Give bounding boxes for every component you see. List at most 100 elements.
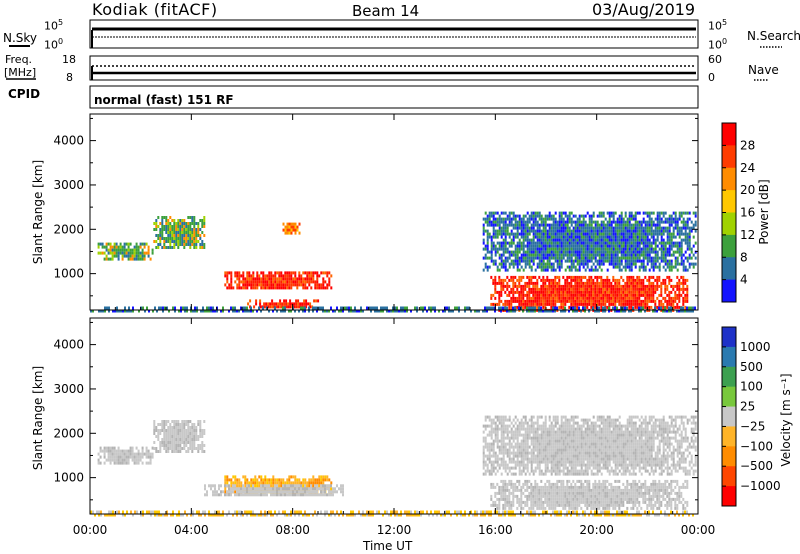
data-cell [232, 286, 235, 290]
data-cell [322, 487, 324, 491]
data-cell [546, 275, 549, 279]
data-cell [526, 290, 529, 294]
data-cell [598, 309, 600, 313]
data-cell [175, 450, 178, 453]
data-cell [179, 222, 182, 225]
data-cell [602, 259, 605, 263]
data-cell [630, 305, 633, 309]
data-cell [598, 229, 601, 233]
data-cell [516, 268, 519, 272]
data-cell [664, 299, 667, 303]
data-cell [584, 485, 587, 489]
data-cell [181, 441, 184, 444]
data-cell [189, 441, 192, 444]
data-cell [105, 446, 108, 450]
data-cell [618, 229, 621, 233]
data-cell [674, 296, 677, 300]
data-cell [536, 238, 539, 242]
data-cell [530, 503, 533, 507]
data-cell [576, 232, 579, 236]
data-cell [612, 238, 615, 242]
data-cell [181, 426, 184, 429]
data-cell [536, 241, 539, 245]
data-cell [518, 244, 521, 248]
data-cell [292, 493, 294, 497]
data-cell [552, 293, 555, 297]
data-cell [306, 271, 309, 275]
data-cell [666, 253, 669, 257]
data-cell [133, 458, 136, 462]
data-cell [626, 232, 629, 236]
data-cell [294, 283, 297, 287]
data-cell [536, 253, 539, 257]
data-cell [183, 228, 186, 231]
data-cell [526, 497, 529, 501]
data-cell [628, 275, 631, 279]
data-cell [295, 299, 298, 303]
data-cell [554, 247, 557, 251]
data-cell [161, 237, 164, 240]
data-cell [566, 229, 569, 233]
data-cell [606, 259, 609, 263]
data-cell [276, 286, 279, 290]
data-cell [540, 235, 543, 239]
data-cell [556, 306, 558, 310]
data-cell [538, 497, 541, 501]
data-cell [128, 309, 130, 313]
data-cell [177, 429, 180, 432]
data-cell [654, 250, 657, 254]
data-cell [320, 478, 323, 482]
data-cell [550, 287, 553, 291]
data-cell [576, 229, 579, 233]
data-cell [654, 229, 657, 233]
data-cell [544, 214, 547, 218]
data-cell [528, 253, 531, 257]
data-cell [308, 484, 311, 488]
data-cell [256, 286, 259, 290]
data-cell [516, 247, 519, 251]
data-cell [540, 265, 543, 269]
data-cell [600, 284, 603, 288]
data-cell [139, 245, 142, 249]
data-cell [434, 306, 436, 310]
data-cell [514, 247, 517, 251]
data-cell [130, 309, 132, 313]
data-cell [656, 309, 658, 313]
data-cell [632, 299, 635, 303]
data-cell [584, 500, 587, 504]
data-cell [602, 247, 605, 251]
data-cell [163, 426, 166, 429]
data-cell [317, 299, 320, 303]
data-cell [107, 449, 110, 453]
data-cell [634, 265, 637, 269]
data-cell [272, 478, 275, 482]
data-cell [296, 225, 299, 229]
data-cell [117, 455, 120, 459]
data-cell [281, 302, 284, 306]
data-cell [656, 259, 659, 263]
data-cell [514, 488, 517, 492]
data-cell [618, 244, 621, 248]
data-cell [586, 305, 589, 309]
data-cell [578, 296, 581, 300]
data-cell [662, 265, 665, 269]
data-cell [282, 490, 284, 494]
data-cell [588, 244, 591, 248]
data-cell [294, 490, 296, 494]
data-cell [584, 497, 587, 501]
data-cell [312, 280, 315, 284]
data-cell [614, 232, 617, 236]
data-cell [279, 299, 282, 303]
data-cell [197, 228, 200, 231]
data-cell [155, 234, 158, 237]
data-cell [594, 293, 597, 297]
data-cell [604, 226, 607, 230]
data-cell [189, 216, 192, 219]
data-cell [556, 226, 559, 230]
data-cell [574, 278, 577, 282]
data-cell [183, 237, 186, 240]
data-cell [520, 488, 523, 492]
data-cell [516, 500, 519, 504]
data-cell [302, 286, 305, 290]
data-cell [614, 238, 617, 242]
